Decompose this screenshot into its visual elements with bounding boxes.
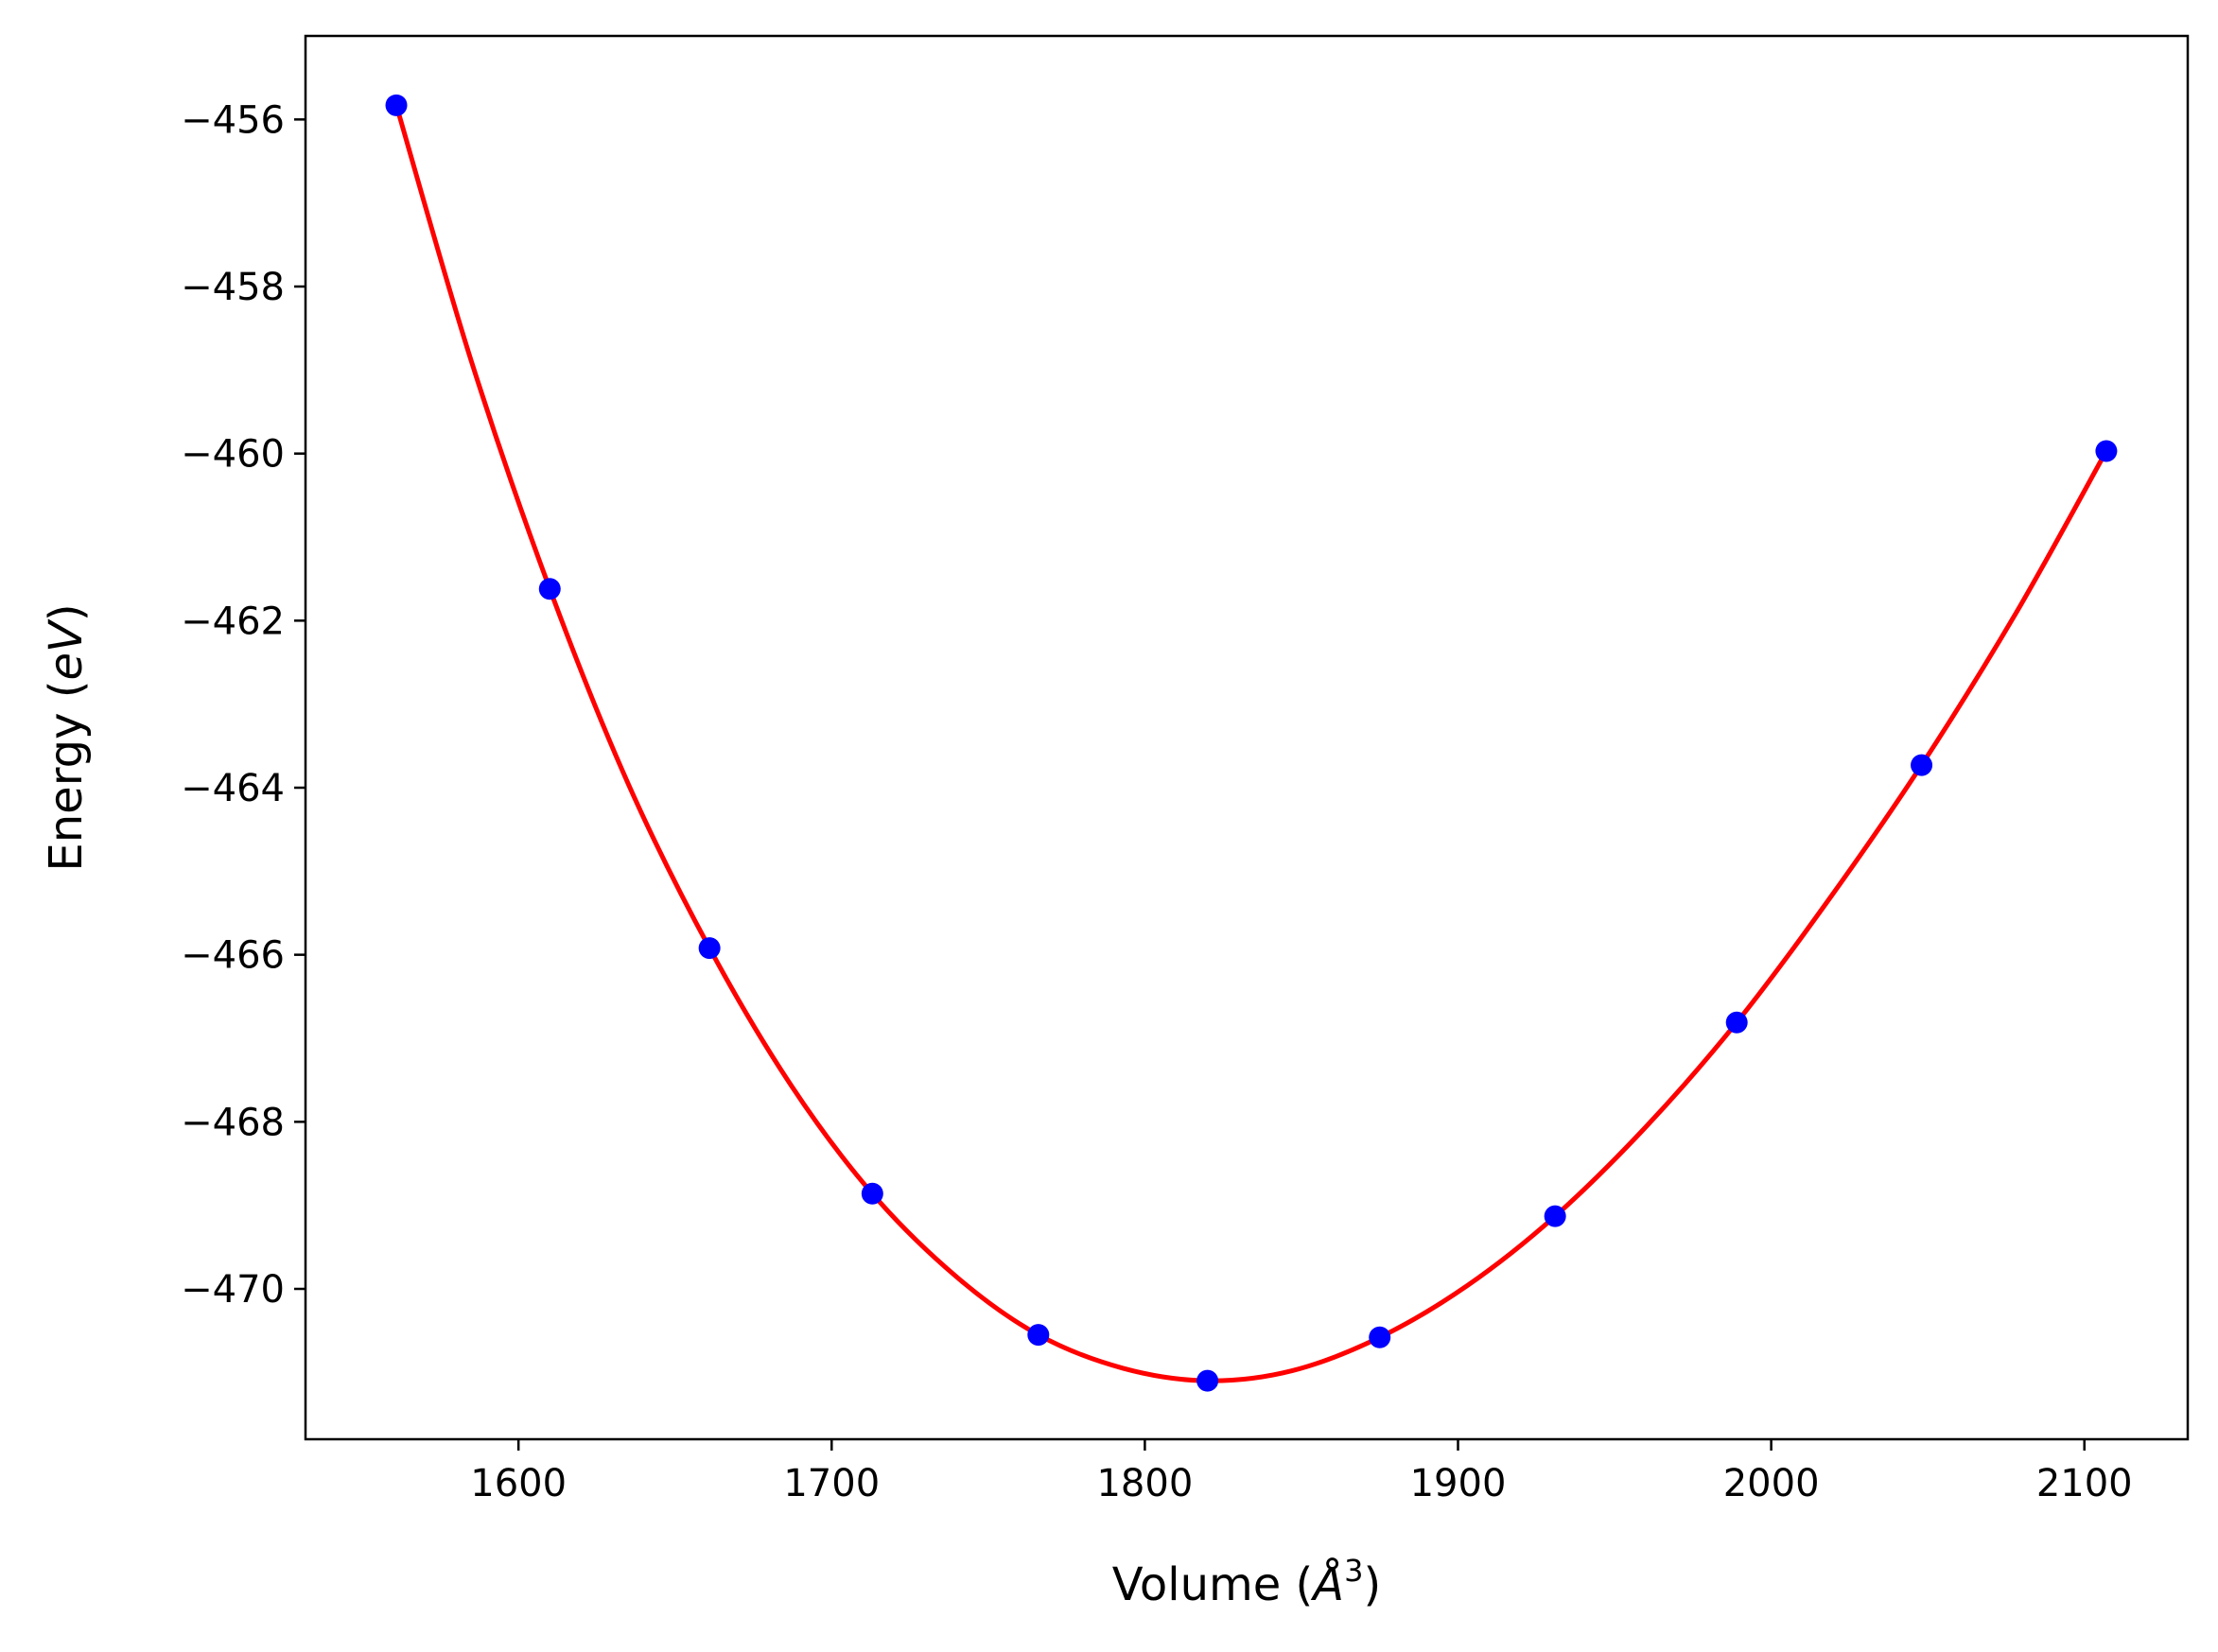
x-axis-ticks: 1600 1700 1800 1900 2000 2100 bbox=[470, 1439, 2133, 1505]
y-axis-label: Energy (eV) bbox=[40, 603, 93, 871]
data-point bbox=[861, 1182, 883, 1205]
y-tick-label: −462 bbox=[181, 600, 285, 643]
plot-area-frame bbox=[304, 34, 2190, 1441]
y-tick-label: −466 bbox=[181, 934, 285, 978]
y-tick-label: −458 bbox=[181, 266, 285, 309]
y-tick-label: −460 bbox=[181, 433, 285, 477]
x-axis-label: Volume (Å3) bbox=[1112, 1553, 1381, 1611]
x-tick-label: 2100 bbox=[2036, 1462, 2133, 1505]
x-tick-label: 1800 bbox=[1096, 1462, 1193, 1505]
data-point bbox=[1911, 754, 1933, 776]
y-tick-label: −464 bbox=[181, 767, 285, 810]
data-point bbox=[538, 578, 561, 600]
data-point bbox=[1196, 1369, 1219, 1392]
x-tick-label: 2000 bbox=[1723, 1462, 1820, 1505]
x-tick-label: 1600 bbox=[470, 1462, 567, 1505]
data-point bbox=[2095, 440, 2118, 462]
y-tick-label: −468 bbox=[181, 1101, 285, 1144]
fit-curve-line bbox=[393, 104, 2109, 1383]
y-tick-label: −456 bbox=[181, 98, 285, 142]
y-tick-label: −470 bbox=[181, 1268, 285, 1312]
data-point bbox=[385, 94, 408, 116]
series-layer bbox=[385, 94, 2118, 1392]
x-tick-label: 1900 bbox=[1410, 1462, 1507, 1505]
data-point bbox=[1725, 1011, 1748, 1034]
data-point bbox=[1027, 1324, 1050, 1347]
data-point bbox=[698, 937, 721, 960]
y-axis-ticks: −456 −458 −460 −462 −464 −466 −468 −470 bbox=[181, 98, 306, 1312]
data-point bbox=[1544, 1205, 1566, 1227]
data-point bbox=[1369, 1326, 1391, 1348]
x-tick-label: 1700 bbox=[783, 1462, 880, 1505]
